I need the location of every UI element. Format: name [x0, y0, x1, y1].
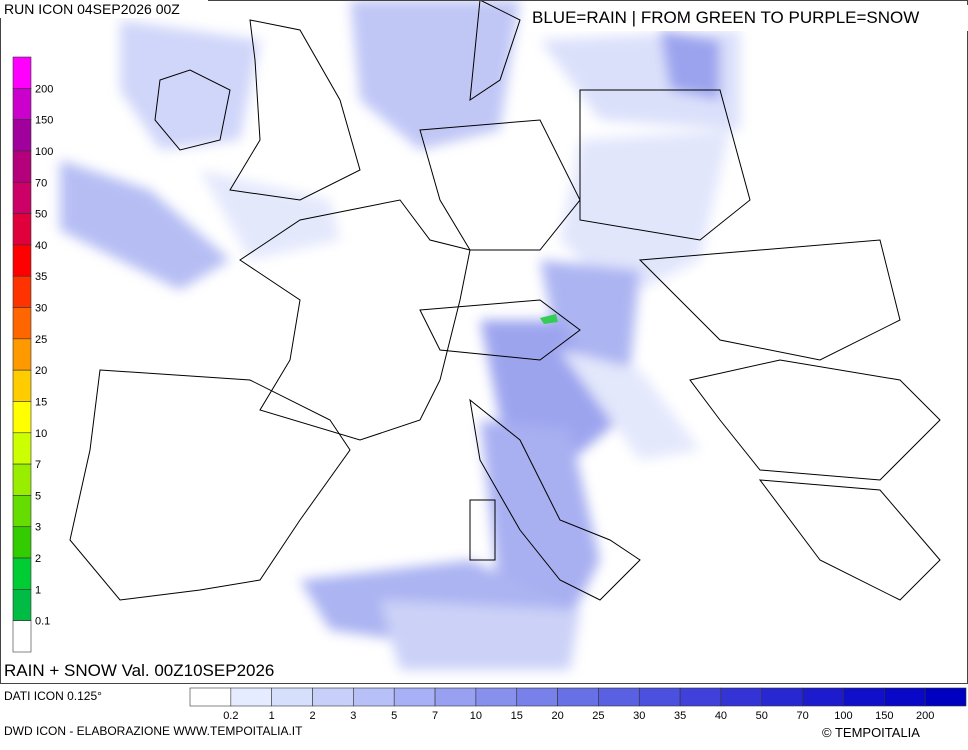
rain-label: 40 [715, 710, 727, 722]
rain-label: 3 [350, 710, 356, 722]
snow-swatch [12, 401, 32, 434]
rain-label: 1 [269, 710, 275, 722]
snow-label: 2 [35, 553, 41, 565]
snow-swatch [12, 56, 32, 89]
snow-swatch [12, 150, 32, 183]
rain-swatch [434, 687, 477, 707]
rain-swatch [393, 687, 436, 707]
rain-swatch [230, 687, 272, 707]
snow-swatch [12, 557, 32, 590]
rain-label: 20 [551, 710, 563, 722]
snow-label: 3 [35, 522, 41, 534]
rain-label: 50 [756, 710, 768, 722]
rain-label: 2 [309, 710, 315, 722]
credit: DWD ICON - ELABORAZIONE WWW.TEMPOITALIA.… [4, 724, 303, 738]
copyright: © TEMPOITALIA [822, 725, 920, 740]
snow-label: 100 [35, 146, 53, 158]
legend-title: BLUE=RAIN | FROM GREEN TO PURPLE=SNOW [532, 8, 919, 27]
snow-scale: 200 150 100 70 50 40 35 30 25 20 15 10 7 5 3 2 1 0.1 [12, 56, 53, 653]
snow-swatch [12, 463, 32, 496]
snow-label: 150 [35, 115, 53, 127]
snow-label: 25 [35, 334, 47, 346]
snow-label: 1 [35, 584, 41, 596]
snow-label: 7 [35, 459, 41, 471]
rain-swatch [271, 687, 313, 707]
rain-label: 15 [511, 710, 523, 722]
rain-label: 10 [470, 710, 482, 722]
snow-label: 40 [35, 240, 47, 252]
snow-label: 35 [35, 271, 47, 283]
snow-label: 0.1 [35, 616, 50, 628]
snow-swatch [12, 620, 32, 653]
rain-swatch [802, 687, 844, 707]
snow-label: 30 [35, 303, 47, 315]
rain-label: 200 [916, 710, 934, 722]
snow-swatch [12, 119, 32, 152]
borders [69, 0, 941, 601]
rain-swatch [189, 687, 232, 707]
snow-swatch [12, 307, 32, 340]
snow-label: 10 [35, 428, 47, 440]
snow-swatch [12, 338, 32, 371]
rain-swatch [557, 687, 599, 707]
run-label: RUN ICON 04SEP2026 00Z [4, 1, 180, 17]
rain-swatch [924, 687, 967, 707]
snow-area [540, 314, 558, 324]
validity-label: RAIN + SNOW Val. 00Z10SEP2026 [4, 661, 274, 680]
snow-swatch [12, 213, 32, 246]
rain-scale: 0.2 1 2 3 5 7 10 15 20 25 30 35 40 50 70 100 150 200 [189, 687, 967, 722]
snow-swatch [12, 369, 32, 402]
rain-label: 7 [432, 710, 438, 722]
rain-swatch [761, 687, 803, 707]
rain-label: 150 [875, 710, 893, 722]
rain-label: 70 [797, 710, 809, 722]
snow-swatch [12, 244, 32, 277]
snow-label: 5 [35, 490, 41, 502]
rain-swatch [884, 687, 926, 707]
rain-swatch [516, 687, 558, 707]
map [60, 0, 941, 670]
rain-label: 25 [592, 710, 604, 722]
rain-label: 100 [834, 710, 852, 722]
rain-swatch [843, 687, 885, 707]
rain-swatch [720, 687, 763, 707]
rain-swatch [679, 687, 722, 707]
snow-swatch [12, 181, 32, 214]
snow-label: 15 [35, 396, 47, 408]
rain-label: 5 [391, 710, 397, 722]
snow-swatch [12, 495, 32, 528]
snow-swatch [12, 275, 32, 308]
rain-swatch [638, 687, 681, 707]
rain-label: 30 [633, 710, 645, 722]
rain-swatch [312, 687, 354, 707]
rain-swatch [475, 687, 518, 707]
snow-label: 70 [35, 177, 47, 189]
snow-label: 50 [35, 209, 47, 221]
rain-label: 0.2 [223, 710, 238, 722]
snow-swatch [12, 88, 32, 120]
rain-swatch [598, 687, 640, 707]
snow-label: 20 [35, 365, 47, 377]
data-source: DATI ICON 0.125° [4, 689, 102, 703]
snow-swatch [12, 526, 32, 559]
snow-swatch [12, 432, 32, 465]
snow-label: 200 [35, 83, 53, 95]
rain-label: 35 [674, 710, 686, 722]
rain-swatch [353, 687, 395, 707]
snow-swatch [12, 589, 32, 621]
